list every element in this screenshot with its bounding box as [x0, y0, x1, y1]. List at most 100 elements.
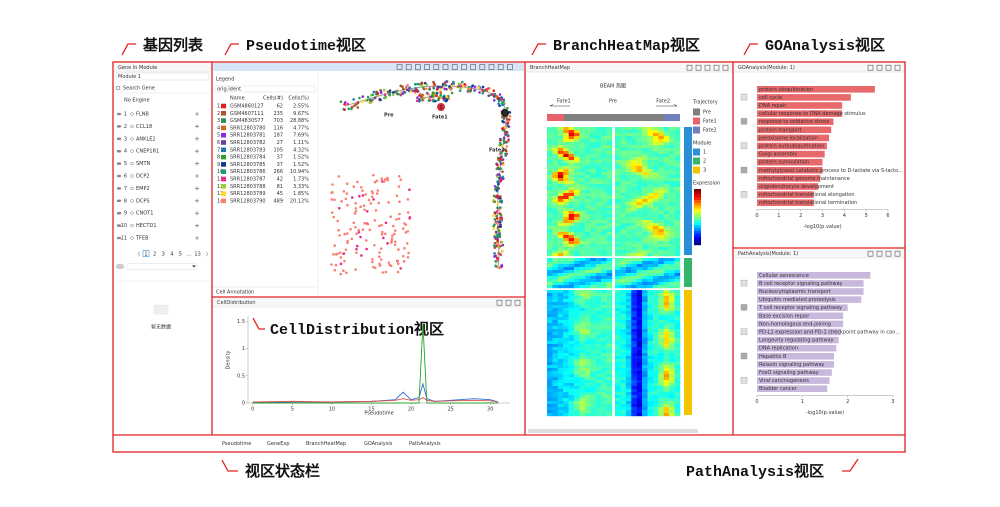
bar[interactable] [757, 328, 841, 336]
page-number[interactable]: 2 [153, 252, 156, 258]
cell-point [497, 99, 501, 103]
page-number[interactable]: 1 [144, 252, 147, 258]
toggle[interactable] [116, 264, 124, 269]
page-number[interactable]: ... [187, 252, 192, 258]
cell-point [350, 107, 353, 111]
page-number[interactable]: 3 [162, 252, 165, 258]
bar[interactable] [757, 361, 835, 368]
gene-name[interactable]: CNOT1 [136, 211, 153, 217]
bar[interactable] [757, 280, 864, 287]
add-button[interactable] [195, 186, 199, 191]
heatmap-cell [601, 386, 607, 390]
gene-name[interactable]: FLNB [136, 112, 149, 118]
bar[interactable] [757, 167, 823, 174]
field-select[interactable] [214, 85, 316, 93]
legend-swatch[interactable] [221, 198, 226, 204]
add-button[interactable] [195, 198, 199, 203]
bar[interactable] [757, 336, 839, 344]
gene-name[interactable]: CCL18 [136, 124, 152, 130]
status-tab[interactable]: GeneExp [267, 441, 290, 447]
add-button[interactable] [195, 124, 199, 129]
legend-swatch[interactable] [221, 154, 226, 160]
heatmap-cell [647, 181, 654, 185]
heatmap-cell [620, 276, 627, 280]
heatmap-cell [642, 157, 648, 161]
heatmap-cell [606, 413, 613, 417]
heatmap-cell [590, 314, 596, 318]
add-button[interactable] [195, 149, 199, 154]
bar[interactable] [757, 353, 835, 360]
page-number[interactable]: 5 [179, 252, 182, 258]
heatmap-cell [620, 404, 627, 408]
page-number[interactable]: 13 [194, 252, 200, 258]
gene-name[interactable]: ANKLE2 [136, 136, 156, 142]
bar[interactable] [757, 320, 844, 328]
bar[interactable] [757, 344, 837, 352]
gene-name[interactable]: SMTN [136, 161, 151, 167]
add-button[interactable] [195, 136, 199, 141]
gene-name[interactable]: HECTD1 [136, 223, 157, 229]
bar[interactable] [757, 110, 843, 117]
cell-point [409, 90, 413, 93]
module-select[interactable] [115, 72, 210, 81]
heatmap-cell [595, 308, 602, 312]
bar[interactable] [757, 175, 821, 182]
legend-swatch[interactable] [221, 184, 226, 189]
bar[interactable] [757, 288, 864, 295]
legend-swatch[interactable] [221, 118, 226, 123]
page-number[interactable]: 4 [170, 252, 173, 258]
legend-swatch[interactable] [221, 111, 226, 116]
add-button[interactable] [195, 236, 199, 240]
status-tab[interactable]: GOAnalysis [364, 441, 393, 447]
add-button[interactable] [195, 112, 199, 116]
bar[interactable] [757, 94, 851, 101]
legend-swatch[interactable] [221, 103, 226, 109]
heatmap-cell [606, 244, 613, 248]
gene-name[interactable]: DCPS [136, 198, 150, 204]
bar[interactable] [757, 158, 823, 166]
legend-swatch[interactable] [221, 140, 226, 145]
gene-name[interactable]: TFEB [135, 236, 149, 242]
add-button[interactable] [195, 161, 199, 166]
add-button[interactable] [195, 174, 199, 178]
legend-swatch[interactable] [221, 169, 226, 174]
legend-swatch[interactable] [221, 191, 226, 196]
bar[interactable] [757, 385, 828, 392]
legend-swatch[interactable] [221, 176, 226, 182]
gene-name[interactable]: DCP2 [136, 174, 150, 180]
status-tab[interactable]: Pseudotime [222, 441, 251, 447]
bar[interactable] [757, 126, 832, 134]
add-button[interactable] [195, 223, 199, 228]
legend-swatch[interactable] [221, 162, 226, 167]
bar[interactable] [757, 199, 814, 206]
bar[interactable] [757, 191, 814, 198]
bar[interactable] [757, 142, 827, 150]
bar[interactable] [757, 304, 848, 311]
heatmap-cell [606, 157, 613, 161]
select[interactable] [126, 263, 198, 270]
heatmap-cell [563, 341, 569, 345]
bar[interactable] [757, 377, 830, 384]
search-input[interactable]: Search Gene [123, 86, 155, 92]
bar[interactable] [757, 296, 862, 303]
bar[interactable] [757, 183, 819, 190]
status-tab[interactable]: BranchHeatMap [306, 441, 346, 447]
page-prev[interactable] [137, 251, 141, 257]
bar[interactable] [757, 150, 825, 158]
bar[interactable] [757, 369, 832, 376]
bar[interactable] [757, 102, 843, 109]
status-tab[interactable]: PathAnalysis [409, 441, 441, 447]
bar[interactable] [757, 272, 871, 279]
bar[interactable] [757, 312, 844, 320]
heatmap-cell [636, 136, 643, 140]
add-button[interactable] [195, 211, 199, 216]
legend-swatch[interactable] [221, 125, 226, 131]
legend-swatch[interactable] [221, 147, 226, 153]
page-next[interactable] [205, 251, 209, 257]
gene-name[interactable]: CNEP1R1 [136, 149, 159, 155]
legend-swatch[interactable] [221, 132, 226, 138]
gene-name[interactable]: EMP2 [136, 186, 150, 192]
bar[interactable] [757, 134, 830, 142]
bar[interactable] [757, 118, 834, 125]
bar[interactable] [757, 86, 875, 93]
